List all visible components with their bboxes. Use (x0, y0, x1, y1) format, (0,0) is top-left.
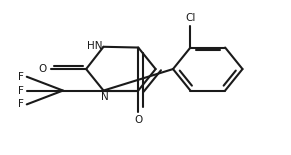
Text: O: O (134, 115, 142, 125)
Text: F: F (18, 86, 24, 95)
Text: HN: HN (86, 41, 102, 51)
Text: Cl: Cl (185, 13, 196, 23)
Text: O: O (39, 64, 47, 74)
Text: F: F (18, 99, 24, 109)
Text: F: F (18, 72, 24, 82)
Text: N: N (101, 92, 109, 102)
